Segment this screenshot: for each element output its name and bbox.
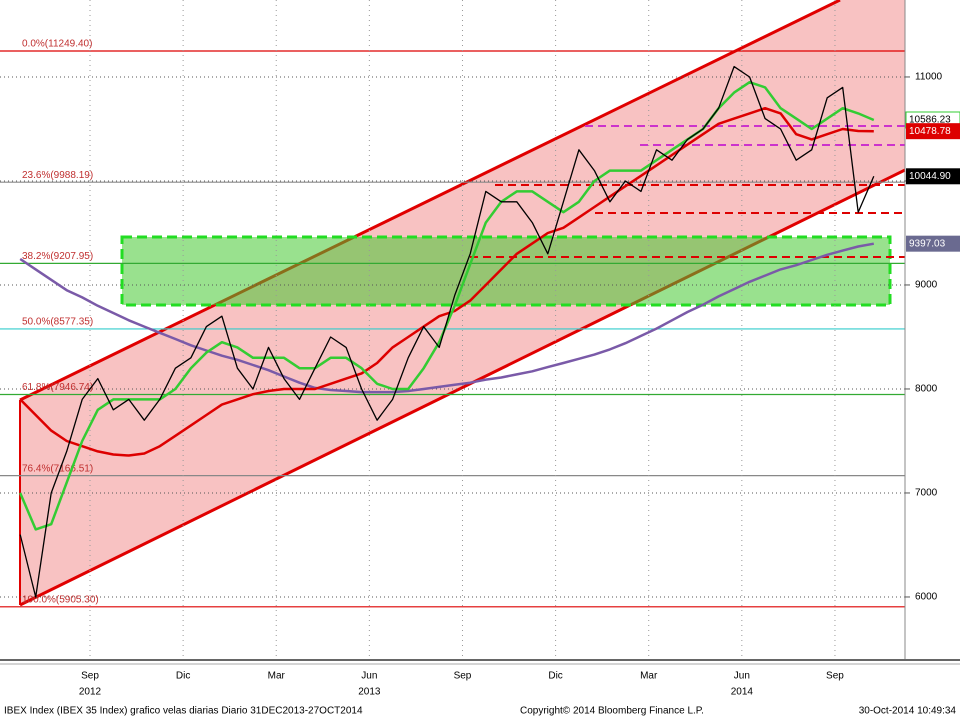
- x-tick-label: Mar: [640, 671, 658, 682]
- x-tick-label: Sep: [81, 671, 99, 682]
- last-value-label: 9397.03: [909, 238, 946, 249]
- x-tick-label: Dic: [176, 671, 190, 682]
- y-tick-label: 11000: [915, 72, 943, 83]
- series-line: [19, 106, 874, 457]
- fib-label: 50.0%(8577.35): [22, 317, 93, 328]
- y-tick-label: 7000: [915, 488, 938, 499]
- last-value-label: 10586.23: [909, 115, 951, 126]
- fib-label: 61.8%(7946.74): [22, 382, 93, 393]
- fib-label: 0.0%(11249.40): [22, 39, 92, 50]
- y-tick-label: 6000: [915, 592, 938, 603]
- footer-right: 30-Oct-2014 10:49:34: [859, 706, 957, 717]
- last-value-label: 10044.90: [909, 171, 951, 182]
- x-tick-label: Jun: [734, 671, 750, 682]
- last-value-tag: [906, 168, 960, 185]
- footer-left: IBEX Index (IBEX 35 Index) grafico velas…: [4, 706, 363, 717]
- y-tick-label: 8000: [915, 384, 938, 395]
- series-line: [19, 242, 875, 394]
- last-value-label: 10478.78: [909, 126, 951, 137]
- x-year-label: 2012: [79, 687, 102, 698]
- fib-label: 23.6%(9988.19): [22, 170, 93, 181]
- x-year-label: 2014: [731, 687, 754, 698]
- y-tick-label: 9000: [915, 280, 938, 291]
- series-line: [19, 80, 875, 531]
- fib-label: 76.4%(7166.51): [22, 463, 93, 474]
- chart-layer: 0.0%(11249.40) 23.6%(9988.19) 38.2%(9207.9…: [0, 0, 905, 660]
- fib-label: 38.2%(9207.95): [22, 251, 93, 262]
- footer-center: Copyright© 2014 Bloomberg Finance L.P.: [520, 706, 704, 717]
- x-tick-label: Dic: [548, 671, 562, 682]
- x-tick-label: Jun: [361, 671, 377, 682]
- last-value-tag: [906, 123, 960, 140]
- channel-upper: [19, 0, 841, 402]
- fib-label: 100.0%(5905.30): [22, 594, 99, 605]
- x-tick-label: Sep: [826, 671, 844, 682]
- x-year-label: 2013: [358, 687, 381, 698]
- series-line: [19, 65, 875, 598]
- x-tick-label: Sep: [454, 671, 472, 682]
- support-zone: [120, 235, 892, 307]
- last-value-tag: [906, 235, 960, 252]
- x-tick-label: Mar: [268, 671, 286, 682]
